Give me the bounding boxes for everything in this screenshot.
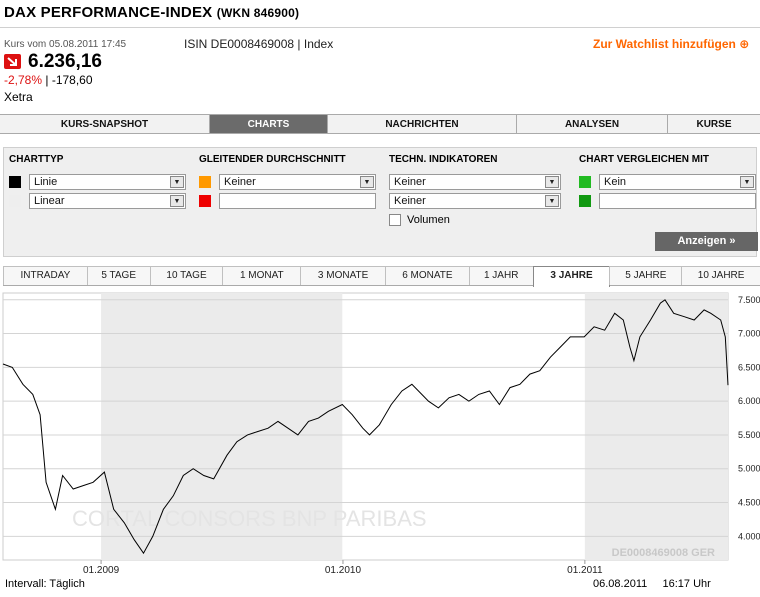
techn-group: TECHN. INDIKATOREN Keiner ▼ Keiner ▼ Volum… xyxy=(389,154,561,229)
chart-grid xyxy=(3,299,728,564)
plus-icon: ⊕ xyxy=(739,37,750,51)
ma1-color-swatch[interactable] xyxy=(199,175,211,188)
vergleich-group: CHART VERGLEICHEN MIT Kein ▼ xyxy=(579,154,756,210)
compare1-color-swatch[interactable] xyxy=(579,175,591,188)
shaded-year-2009 xyxy=(101,293,343,560)
y-tick-label: 6.000 xyxy=(738,396,760,406)
y-tick-label: 7.500 xyxy=(738,295,760,305)
indikator2-select[interactable]: Keiner ▼ xyxy=(389,192,561,209)
period-3-jahre[interactable]: 3 JAHRE xyxy=(532,266,611,287)
period-intraday[interactable]: INTRADAY xyxy=(3,266,88,285)
gleitender-heading: GLEITENDER DURCHSCHNITT xyxy=(199,154,346,165)
chevron-down-icon: ▼ xyxy=(170,175,184,188)
anzeigen-button[interactable]: Anzeigen » xyxy=(655,232,758,251)
ma2-color-swatch[interactable] xyxy=(199,194,211,207)
x-tick-label: 01.2010 xyxy=(325,565,362,576)
period-5-jahre[interactable]: 5 JAHRE xyxy=(609,266,683,285)
chevron-down-icon: ▼ xyxy=(545,175,559,188)
scale-select[interactable]: Linear ▼ xyxy=(29,192,186,209)
compare2-color-swatch[interactable] xyxy=(579,194,591,207)
line-color-swatch[interactable] xyxy=(9,175,21,188)
wkn-label: (WKN 846900) xyxy=(216,6,300,20)
ma1-value: Keiner xyxy=(224,175,256,188)
period-5-tage[interactable]: 5 TAGE xyxy=(86,266,151,285)
exchange-label: Xetra xyxy=(4,90,33,104)
watchlist-link-text: Zur Watchlist hinzufügen xyxy=(593,37,736,51)
y-axis-labels: 4.000 4.500 5.000 5.500 6.000 6.500 7.000 7.500 xyxy=(738,295,760,542)
period-6-monate[interactable]: 6 MONATE xyxy=(385,266,470,285)
current-price: 6.236,16 xyxy=(28,51,102,72)
x-tick-label: 01.2009 xyxy=(83,565,120,576)
chevron-down-icon: ▼ xyxy=(545,194,559,207)
period-3-monate[interactable]: 3 MONATE xyxy=(300,266,386,285)
chart-background xyxy=(2,292,729,561)
gleitender-group: GLEITENDER DURCHSCHNITT Keiner ▼ xyxy=(199,154,376,210)
scale-color-swatch xyxy=(9,194,21,207)
y-tick-label: 6.500 xyxy=(738,362,760,372)
indikator2-value: Keiner xyxy=(394,194,426,207)
main-tabs: KURS-SNAPSHOT CHARTS NACHRICHTEN ANALYSE… xyxy=(0,114,760,134)
price-chart: CORTAL CONSORS BNP PARIBAS 4.000 4.500 5.0… xyxy=(2,292,760,576)
tab-kurse[interactable]: KURSE xyxy=(696,119,732,130)
y-tick-label: 7.000 xyxy=(738,329,760,339)
price-change: -2,78% | -178,60 xyxy=(4,73,93,87)
volumen-checkbox[interactable] xyxy=(389,213,401,226)
techn-heading: TECHN. INDIKATOREN xyxy=(389,154,498,165)
period-10-jahre[interactable]: 10 JAHRE xyxy=(681,266,760,285)
change-separator: | xyxy=(42,73,52,87)
add-to-watchlist-link[interactable]: Zur Watchlist hinzufügen ⊕ xyxy=(593,37,749,51)
y-tick-label: 5.500 xyxy=(738,430,760,440)
charttyp-value: Linie xyxy=(34,175,58,188)
vergleich-heading: CHART VERGLEICHEN MIT xyxy=(579,154,709,165)
y-tick-label: 4.000 xyxy=(738,531,760,541)
tab-charts[interactable]: CHARTS xyxy=(210,115,328,133)
watermark-text: CORTAL CONSORS BNP PARIBAS xyxy=(72,506,427,531)
chart-settings-panel: CHARTTYP Linie ▼ Linear ▼ GLEITENDER DURCH… xyxy=(3,147,757,257)
chevron-down-icon: ▼ xyxy=(170,194,184,207)
period-1-monat[interactable]: 1 MONAT xyxy=(222,266,302,285)
indikator1-value: Keiner xyxy=(394,175,426,188)
volumen-label: Volumen xyxy=(407,213,450,226)
charttyp-select[interactable]: Linie ▼ xyxy=(29,173,186,190)
compare-value: Kein xyxy=(604,175,627,188)
change-percent: -2,78% xyxy=(4,73,43,87)
chevron-down-icon: ▼ xyxy=(360,175,374,188)
compare-select[interactable]: Kein ▼ xyxy=(599,173,756,190)
period-tabs: INTRADAY 5 TAGE 10 TAGE 1 MONAT 3 MONATE… xyxy=(3,266,760,287)
charttyp-heading: CHARTTYP xyxy=(9,154,64,165)
period-10-tage[interactable]: 10 TAGE xyxy=(149,266,224,285)
shaded-year-2011 xyxy=(584,293,728,560)
y-tick-label: 5.000 xyxy=(738,464,760,474)
x-tick-label: 01.2011 xyxy=(567,565,603,576)
ma1-select[interactable]: Keiner ▼ xyxy=(219,173,376,190)
scale-value: Linear xyxy=(34,194,65,207)
quote-time: Kurs vom 05.08.2011 17:45 xyxy=(4,39,127,50)
tab-analysen[interactable]: ANALYSEN xyxy=(517,115,668,133)
title-divider xyxy=(0,27,760,28)
chevron-down-icon: ▼ xyxy=(740,175,754,188)
interval-label: Intervall: Täglich xyxy=(5,578,85,590)
indikator1-select[interactable]: Keiner ▼ xyxy=(389,173,561,190)
tab-kurs-snapshot[interactable]: KURS-SNAPSHOT xyxy=(0,115,210,133)
ma2-input[interactable] xyxy=(219,192,376,209)
timestamp-label: 06.08.2011 16:17 Uhr xyxy=(593,578,711,590)
period-1-jahr[interactable]: 1 JAHR xyxy=(468,266,534,285)
x-axis-labels: 01.2009 01.2010 01.2011 xyxy=(83,565,603,576)
index-name: DAX PERFORMANCE-INDEX xyxy=(4,4,213,21)
chart-id-label: DE0008469008 GER xyxy=(612,547,715,559)
change-absolute: -178,60 xyxy=(51,73,93,87)
isin-label: ISIN DE0008469008 | Index xyxy=(184,37,334,51)
series-line xyxy=(2,299,729,555)
tab-nachrichten[interactable]: NACHRICHTEN xyxy=(328,115,517,133)
price-down-arrow-icon xyxy=(4,54,21,69)
y-tick-label: 4.500 xyxy=(738,498,760,508)
page-title: DAX PERFORMANCE-INDEX (WKN 846900) xyxy=(4,4,299,21)
compare-input[interactable] xyxy=(599,192,756,209)
watermark: CORTAL CONSORS BNP PARIBAS xyxy=(72,506,427,531)
charttyp-group: CHARTTYP Linie ▼ Linear ▼ xyxy=(9,154,186,210)
